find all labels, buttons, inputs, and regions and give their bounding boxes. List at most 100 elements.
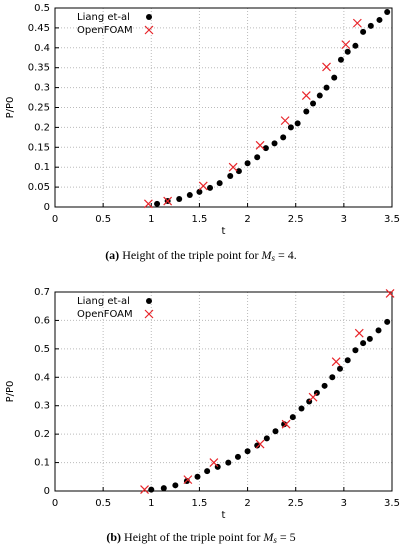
- cross: [209, 458, 219, 467]
- caption-end: = 5: [280, 530, 296, 544]
- y-tick-label: 0.05: [28, 182, 50, 193]
- marker: [176, 196, 183, 203]
- marker: [337, 365, 344, 372]
- marker: [316, 92, 323, 99]
- y-tick-label: 0.2: [34, 122, 50, 133]
- caption: (b) Height of the triple point for Ms = …: [106, 530, 295, 547]
- marker: [225, 459, 232, 466]
- caption-sub: s: [272, 253, 276, 263]
- marker: [303, 108, 310, 115]
- marker: [337, 56, 344, 63]
- marker: [331, 74, 338, 81]
- marker: [254, 154, 261, 161]
- y-tick-label: 0.35: [28, 63, 50, 74]
- x-tick-label: 3: [341, 498, 347, 509]
- y-tick-label: 0.25: [28, 103, 50, 114]
- marker: [235, 168, 242, 175]
- marker: [196, 188, 203, 195]
- marker: [360, 28, 367, 35]
- caption-math: M: [262, 530, 274, 544]
- marker: [352, 347, 359, 354]
- x-tick-label: 0: [52, 498, 58, 509]
- marker: [354, 328, 364, 338]
- x-tick-label: 2.5: [288, 498, 304, 509]
- x-tick-label: 2: [244, 498, 250, 509]
- marker: [322, 62, 331, 72]
- marker: [344, 48, 351, 55]
- x-tick-label: 1.5: [191, 498, 207, 509]
- marker: [255, 439, 265, 449]
- marker: [227, 172, 234, 179]
- x-tick-label: 3.5: [384, 214, 400, 225]
- legend-marker: [146, 298, 152, 304]
- marker: [244, 448, 251, 455]
- cross: [228, 162, 238, 172]
- marker: [385, 288, 395, 298]
- marker: [254, 442, 261, 449]
- marker: [271, 140, 278, 147]
- marker: [287, 124, 294, 131]
- marker: [143, 199, 153, 209]
- y-tick-label: 0.5: [34, 3, 50, 14]
- y-tick-label: 0.1: [34, 162, 50, 173]
- cross: [183, 475, 193, 485]
- cross: [163, 196, 173, 206]
- x-axis-label: t: [222, 510, 226, 521]
- cross: [354, 328, 364, 338]
- legend-label: Liang et-al: [77, 296, 130, 307]
- marker: [367, 22, 374, 29]
- marker: [262, 145, 269, 152]
- cross: [352, 18, 362, 28]
- y-tick-label: 0.1: [34, 458, 50, 469]
- caption-sub: s: [273, 535, 277, 545]
- y-tick-label: 0.15: [28, 142, 50, 153]
- x-tick-label: 1: [148, 498, 154, 509]
- cross: [308, 392, 318, 402]
- caption-text: Height of the triple point for: [122, 248, 258, 262]
- marker: [280, 134, 287, 141]
- marker: [186, 192, 193, 199]
- marker: [194, 473, 201, 480]
- caption-text: Height of the triple point for: [124, 530, 260, 544]
- marker: [294, 120, 301, 127]
- caption-label: (b): [106, 530, 121, 544]
- marker: [204, 468, 211, 475]
- marker: [163, 196, 173, 206]
- x-tick-label: 2.5: [288, 214, 304, 225]
- marker: [360, 340, 367, 347]
- legend-marker: [144, 25, 154, 35]
- marker: [281, 419, 291, 429]
- cross: [280, 116, 290, 126]
- marker: [281, 421, 288, 428]
- legend-marker: [144, 309, 154, 319]
- marker: [263, 435, 270, 442]
- marker: [329, 374, 336, 381]
- marker: [321, 382, 328, 389]
- legend-label: Liang et-al: [77, 12, 130, 23]
- marker: [280, 116, 290, 126]
- marker: [376, 16, 383, 23]
- y-axis-label: P/P0: [5, 381, 16, 403]
- y-tick-label: 0.3: [34, 83, 50, 94]
- marker: [183, 475, 193, 485]
- y-tick-label: 0.4: [34, 43, 50, 54]
- y-tick-label: 0.7: [34, 287, 50, 298]
- cross: [140, 485, 149, 495]
- marker: [310, 100, 317, 107]
- x-tick-label: 1: [148, 214, 154, 225]
- marker: [244, 160, 251, 167]
- marker: [140, 485, 149, 495]
- cross: [331, 357, 341, 367]
- plot-frame: [54, 291, 393, 492]
- marker: [234, 453, 241, 460]
- plot-frame: [54, 7, 393, 208]
- x-tick-label: 3.5: [384, 498, 400, 509]
- legend-label: OpenFOAM: [77, 309, 133, 320]
- caption-math: M: [261, 248, 273, 262]
- marker: [375, 327, 382, 334]
- caption-end: = 4.: [278, 248, 297, 262]
- marker: [207, 184, 214, 191]
- y-tick-label: 0: [44, 486, 50, 497]
- cross: [341, 40, 351, 50]
- cross: [143, 199, 153, 209]
